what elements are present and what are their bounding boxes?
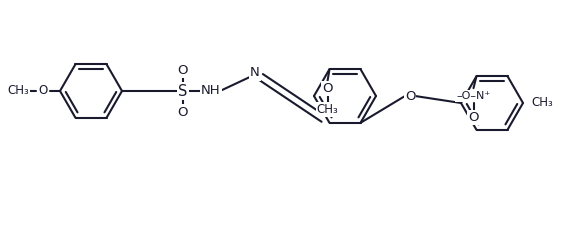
Text: N: N	[250, 67, 260, 79]
Text: O: O	[39, 84, 47, 98]
Text: O: O	[322, 82, 333, 95]
Text: NH: NH	[201, 84, 221, 98]
Text: O: O	[405, 89, 415, 103]
Text: CH₃: CH₃	[7, 84, 29, 98]
Text: CH₃: CH₃	[316, 103, 338, 116]
Text: O: O	[178, 64, 188, 76]
Text: CH₃: CH₃	[531, 96, 553, 109]
Text: O: O	[468, 111, 479, 124]
Text: O: O	[178, 106, 188, 118]
Text: –O–N⁺: –O–N⁺	[456, 91, 491, 101]
Text: S: S	[178, 84, 188, 99]
